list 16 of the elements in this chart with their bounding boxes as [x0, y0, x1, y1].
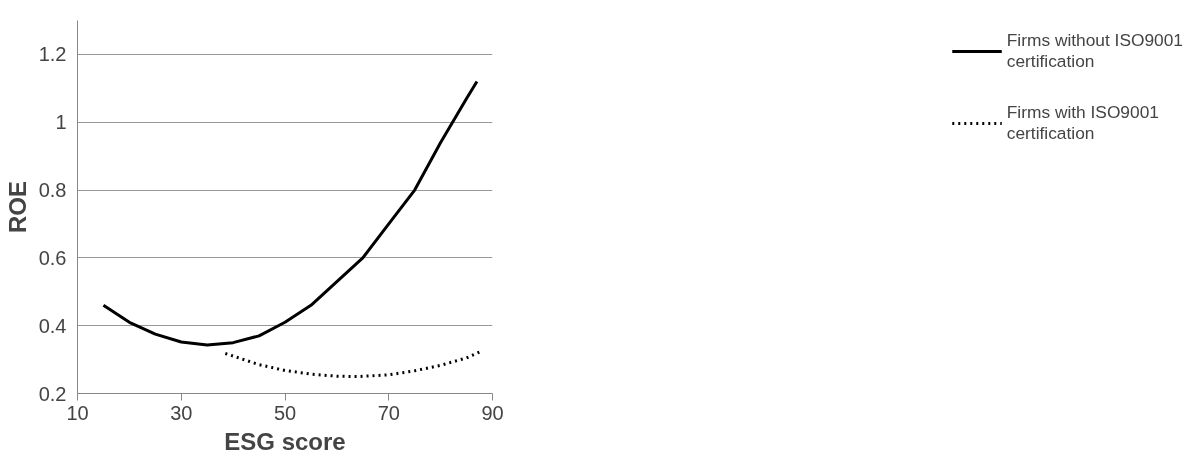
y-axis-title: ROE	[3, 180, 31, 233]
line-series	[101, 80, 479, 347]
legend-label: Firms with ISO9001 certification	[1006, 102, 1159, 144]
y-tick-label: 1	[55, 111, 67, 134]
x-tick-label: 70	[377, 401, 400, 424]
y-tick-label: 0.8	[38, 179, 67, 202]
y-tick-label: 1.2	[38, 43, 67, 66]
x-axis-title: ESG score	[224, 427, 346, 455]
x-tick-label: 30	[170, 401, 193, 424]
legend-label: Firms without ISO9001 certification	[1006, 30, 1183, 72]
x-tick-label: 90	[481, 401, 504, 424]
y-tick-label: 0.2	[38, 382, 67, 405]
x-tick-label: 50	[273, 401, 297, 424]
y-tick-label: 0.4	[38, 314, 67, 337]
y-tick-label: 0.6	[38, 246, 67, 269]
x-tick-label: 10	[66, 401, 89, 424]
